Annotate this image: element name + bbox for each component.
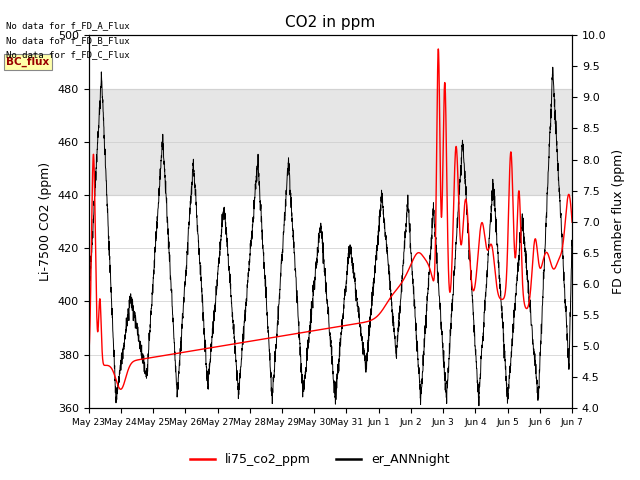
Text: No data for f_FD_A_Flux: No data for f_FD_A_Flux	[6, 22, 130, 31]
Bar	[88, 88, 572, 195]
Y-axis label: Li-7500 CO2 (ppm): Li-7500 CO2 (ppm)	[39, 162, 52, 281]
Title: CO2 in ppm: CO2 in ppm	[285, 15, 376, 30]
Y-axis label: FD chamber flux (ppm): FD chamber flux (ppm)	[612, 149, 625, 294]
Text: No data for f_FD_B_Flux: No data for f_FD_B_Flux	[6, 36, 130, 45]
Text: BC_flux: BC_flux	[6, 57, 50, 67]
Text: No data for f_FD_C_Flux: No data for f_FD_C_Flux	[6, 50, 130, 60]
Legend: li75_co2_ppm, er_ANNnight: li75_co2_ppm, er_ANNnight	[186, 448, 454, 471]
